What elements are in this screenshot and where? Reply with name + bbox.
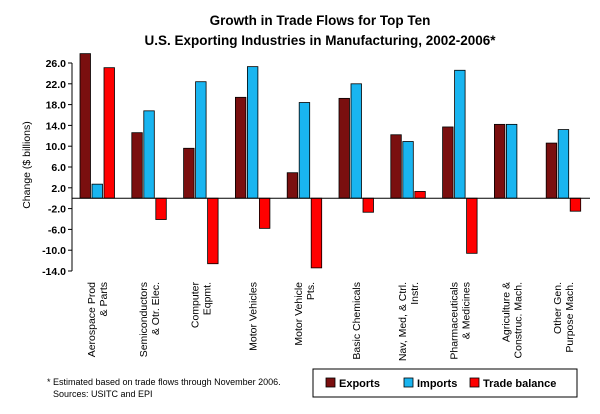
bar-exports-3 [234, 96, 247, 199]
x-category-line: Motor Vehicles [247, 282, 259, 351]
bar-imports-8 [505, 123, 518, 199]
y-tick-label: 2.0 [51, 183, 66, 195]
bar-trade-balance-0 [103, 67, 115, 199]
bar-imports-3 [246, 66, 259, 199]
x-category-line: & Parts [98, 282, 110, 316]
bar-exports-8 [493, 123, 506, 199]
x-category-line: Pts. [305, 282, 317, 300]
y-tick-label: 22.0 [46, 79, 67, 91]
x-category-label-0: Aerospace Prod & Parts [86, 282, 110, 357]
legend-box [312, 368, 578, 398]
legend-label-imports: Imports [417, 378, 457, 390]
x-category-line: Semiconductors [138, 282, 150, 357]
x-category-label-4: Motor Vehicle Pts. [293, 282, 317, 346]
x-category-line: Aerospace Prod [86, 282, 98, 357]
y-tick-label: 18.0 [46, 100, 67, 112]
x-category-line: Other Gen. [552, 282, 564, 334]
y-tick-label: 10.0 [46, 141, 67, 153]
x-category-line: Basic Chemicals [351, 282, 363, 360]
x-category-line: Computer [190, 282, 202, 329]
x-category-label-1: Semiconductors & Otr. Elec. [138, 282, 162, 357]
bar-exports-1 [131, 132, 143, 199]
bar-exports-6 [390, 134, 402, 199]
footnote-sources: Sources: USITC and EPI [53, 389, 153, 399]
x-category-line: & Otr. Elec. [150, 282, 162, 335]
x-category-line: Instr. [409, 282, 421, 305]
chart-title: Growth in Trade Flows for Top Ten [210, 13, 431, 28]
bar-imports-4 [298, 102, 311, 199]
bar-imports-0 [91, 183, 103, 199]
legend-label-trade-balance: Trade balance [483, 378, 556, 390]
x-category-line: Motor Vehicle [293, 282, 305, 346]
bar-imports-7 [454, 69, 466, 199]
bar-trade-balance-5 [362, 197, 374, 213]
x-category-labels: Aerospace Prod & Parts Semiconductors & Otr… [86, 282, 576, 362]
x-category-line: Purpose Mach. [564, 282, 576, 353]
x-category-label-7: Pharmaceuticals & Medicines [449, 282, 473, 360]
x-category-line: & Medicines [461, 282, 473, 339]
legend-swatch-imports [403, 377, 414, 388]
bar-trade-balance-4 [310, 197, 323, 269]
x-category-label-2: Computer Eqpmt. [190, 282, 214, 329]
x-category-line: Eqpmt. [202, 282, 214, 315]
y-tick-label: -6.0 [48, 224, 66, 236]
x-category-line: Construc. Mach. [512, 282, 524, 358]
bar-imports-1 [143, 110, 155, 199]
x-category-label-6: Nav, Med, & Ctrl. Instr. [397, 282, 421, 361]
bar-exports-0 [79, 53, 91, 199]
x-category-line: Nav, Med, & Ctrl. [397, 282, 409, 361]
bar-imports-6 [402, 141, 414, 199]
x-category-label-9: Other Gen. Purpose Mach. [552, 282, 576, 353]
legend-label-exports: Exports [339, 378, 380, 390]
bar-exports-7 [442, 126, 454, 199]
x-category-line: Pharmaceuticals [449, 282, 461, 360]
y-tick-label: -2.0 [48, 204, 66, 216]
bar-trade-balance-6 [414, 191, 426, 199]
bar-imports-2 [195, 81, 207, 199]
legend-swatch-trade-balance [469, 377, 480, 388]
bar-imports-9 [557, 129, 570, 199]
bar-exports-4 [286, 172, 299, 199]
bar-exports-5 [338, 97, 350, 199]
y-tick-label: 14.0 [46, 120, 67, 132]
bars-layer [79, 53, 582, 269]
y-tick-label: 6.0 [51, 162, 66, 174]
x-category-label-5: Basic Chemicals [351, 282, 363, 360]
bar-trade-balance-3 [258, 197, 271, 229]
footnote-estimate: * Estimated based on trade flows through… [47, 377, 281, 387]
bar-trade-balance-1 [155, 197, 167, 220]
x-category-line: Agriculture & [500, 282, 512, 342]
legend-swatch-exports [325, 377, 336, 388]
y-tick-label: 26.0 [46, 58, 67, 70]
y-ticks: 26.0 22.0 18.0 14.0 10.0 6.0 2.0 -2.0 -6.0 -10.0 -… [42, 58, 72, 278]
y-tick-label: -14.0 [42, 266, 66, 278]
y-axis-label: Change ($ billions) [21, 121, 33, 209]
chart-subtitle: U.S. Exporting Industries in Manufacturi… [144, 33, 496, 48]
bar-imports-5 [350, 83, 362, 199]
x-category-label-8: Agriculture & Construc. Mach. [500, 282, 524, 358]
bar-trade-balance-9 [569, 197, 582, 212]
bar-trade-balance-2 [207, 197, 219, 265]
x-category-label-3: Motor Vehicles [247, 282, 259, 351]
bar-trade-balance-7 [466, 197, 478, 254]
y-tick-label: -10.0 [42, 245, 66, 257]
bar-exports-9 [545, 142, 558, 199]
legend: Exports Imports Trade balance [312, 368, 578, 398]
bar-exports-2 [183, 147, 195, 199]
